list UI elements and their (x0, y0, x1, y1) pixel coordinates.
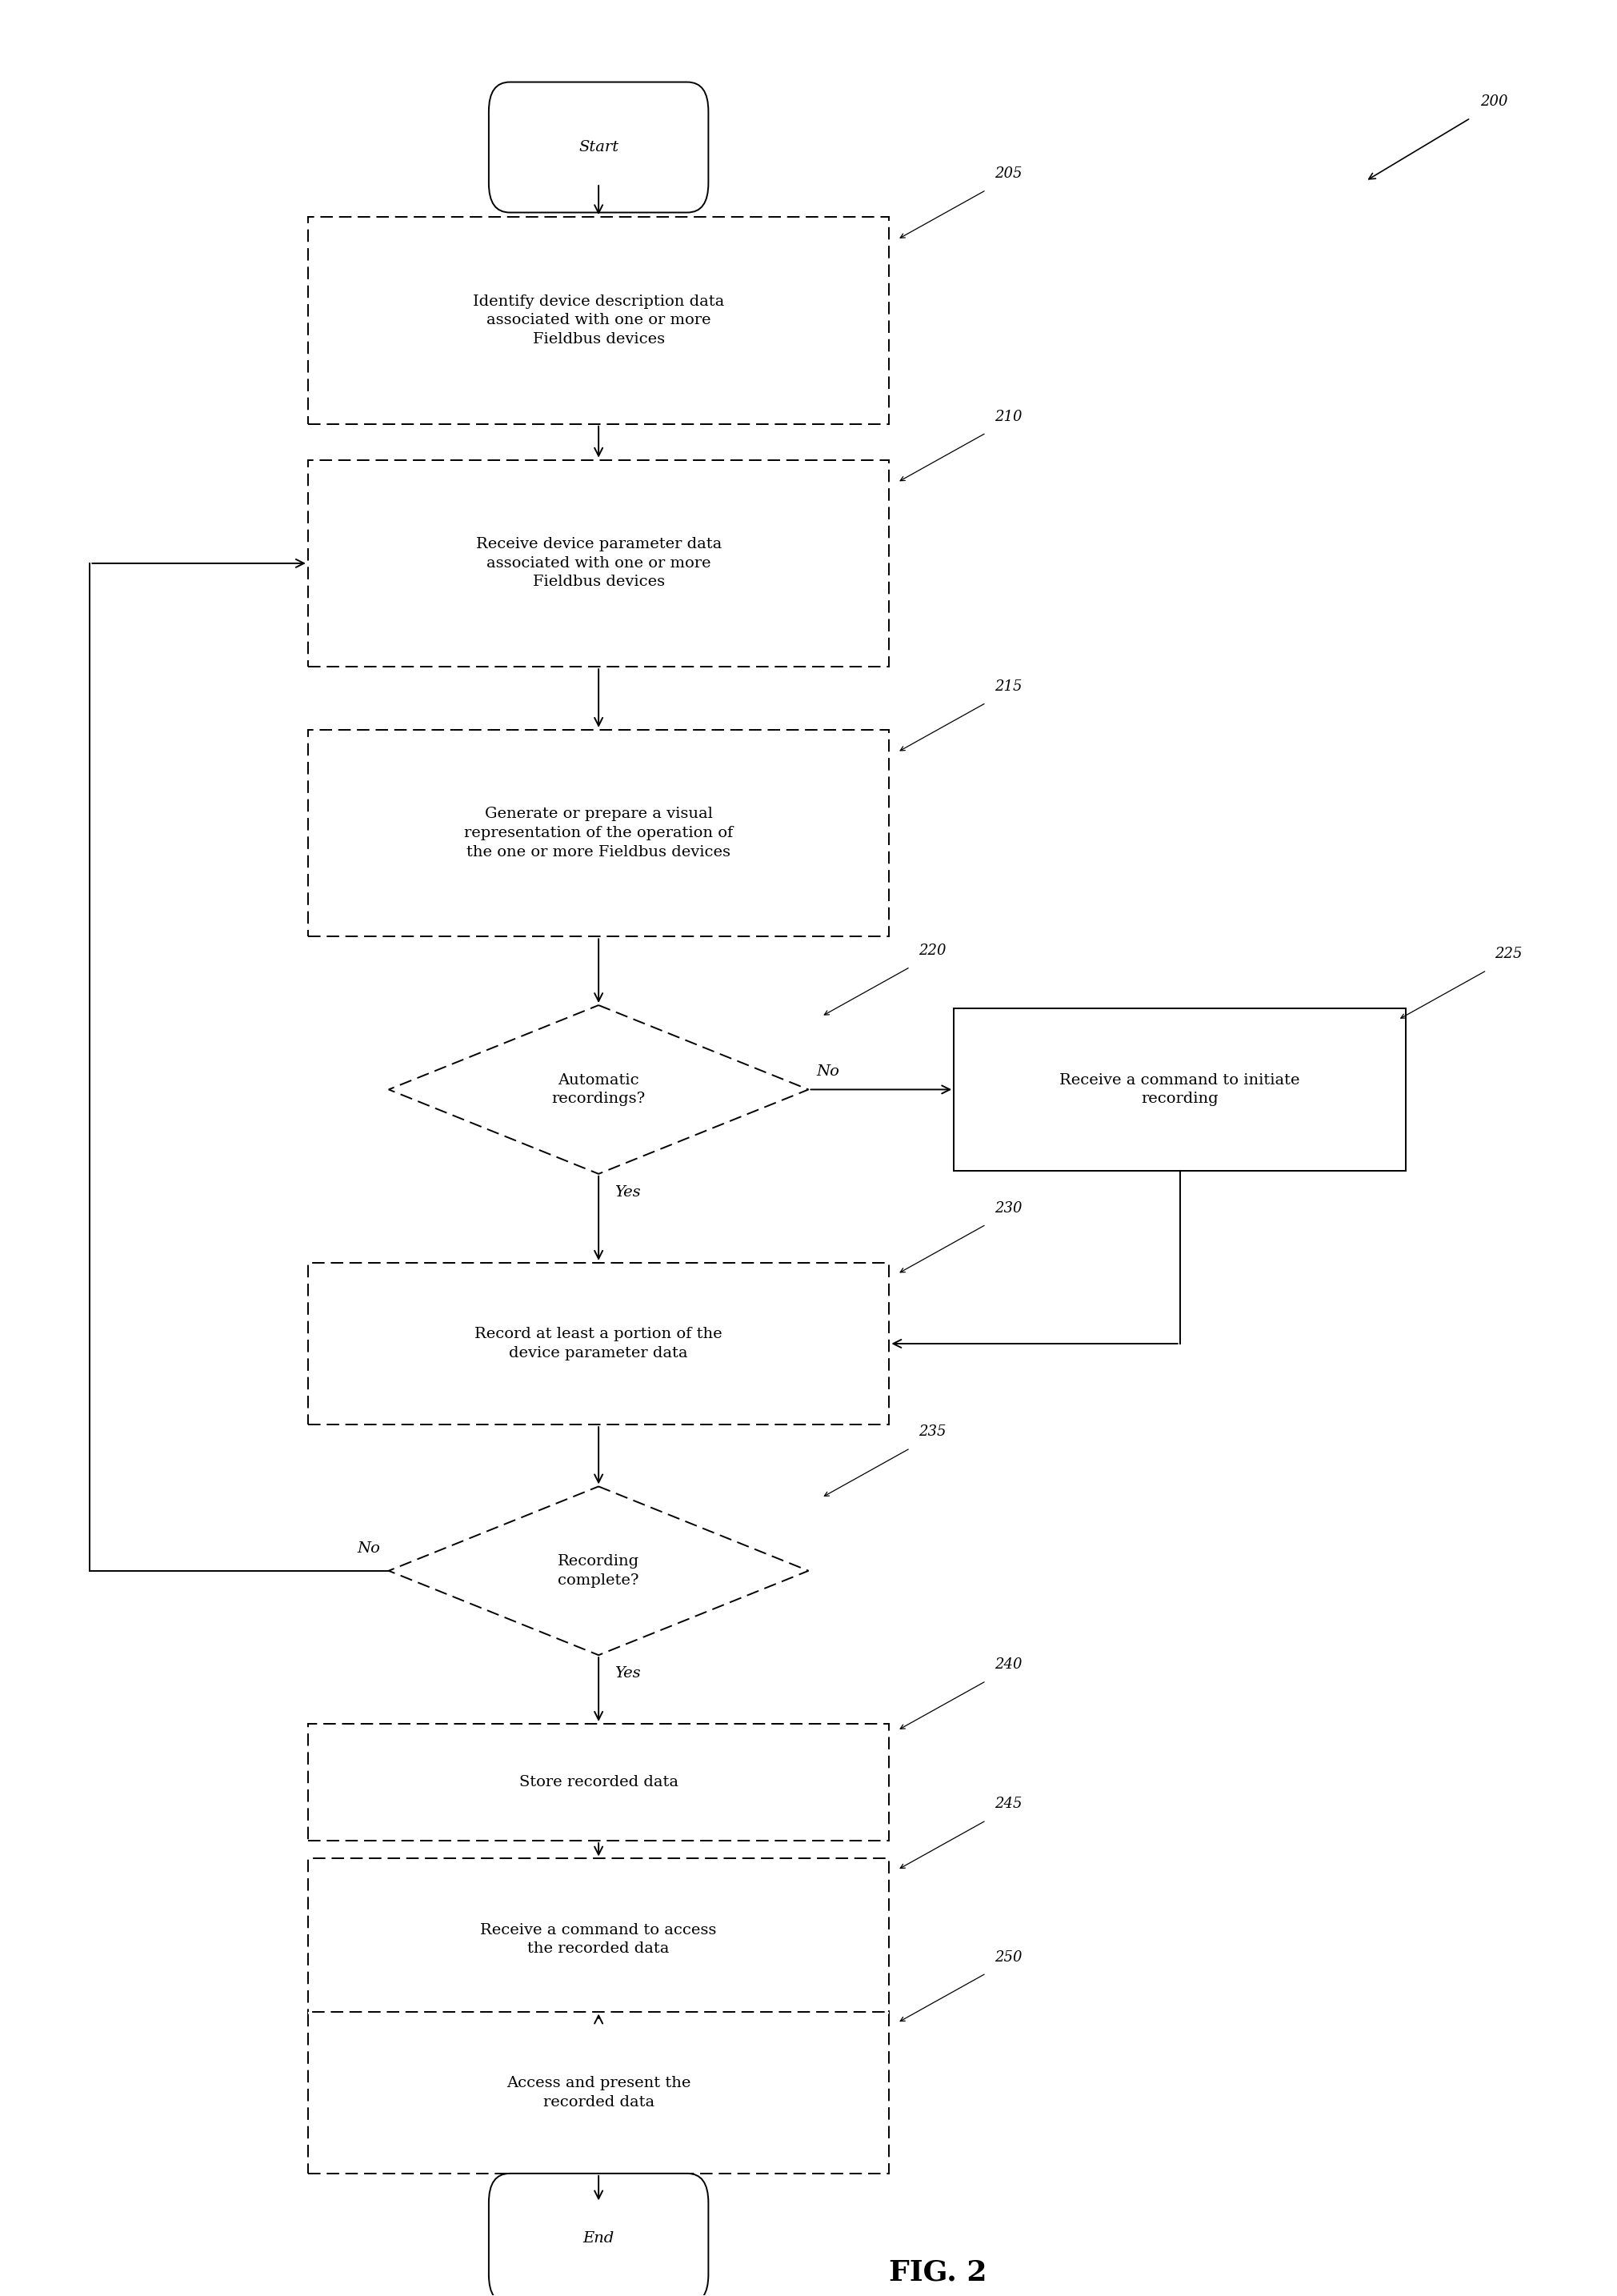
Text: Access and present the
recorded data: Access and present the recorded data (506, 2076, 690, 2110)
Text: End: End (582, 2232, 614, 2245)
Polygon shape (388, 1486, 808, 1655)
Text: 200: 200 (1480, 94, 1507, 108)
Text: Yes: Yes (614, 1185, 640, 1199)
Text: Receive a command to initiate
recording: Receive a command to initiate recording (1059, 1072, 1300, 1107)
Bar (307, 1263, 889, 1424)
Bar (307, 218, 889, 425)
Text: 205: 205 (994, 168, 1022, 181)
Text: Yes: Yes (614, 1667, 640, 1681)
FancyBboxPatch shape (488, 2174, 708, 2296)
Text: 235: 235 (918, 1426, 946, 1440)
FancyBboxPatch shape (488, 83, 708, 214)
Text: 250: 250 (994, 1949, 1022, 1965)
Text: Automatic
recordings?: Automatic recordings? (551, 1072, 645, 1107)
Text: Recording
complete?: Recording complete? (558, 1554, 639, 1587)
Text: 240: 240 (994, 1658, 1022, 1671)
Bar (954, 1008, 1405, 1171)
Text: FIG. 2: FIG. 2 (889, 2259, 986, 2287)
Text: Record at least a portion of the
device parameter data: Record at least a portion of the device … (475, 1327, 723, 1359)
Text: Receive a command to access
the recorded data: Receive a command to access the recorded… (480, 1924, 716, 1956)
Text: Receive device parameter data
associated with one or more
Fieldbus devices: Receive device parameter data associated… (475, 537, 721, 590)
Bar (307, 1860, 889, 2020)
Text: Start: Start (579, 140, 619, 154)
Text: Identify device description data
associated with one or more
Fieldbus devices: Identify device description data associa… (472, 294, 724, 347)
Bar (307, 459, 889, 666)
Text: 220: 220 (918, 944, 946, 957)
Bar (307, 730, 889, 937)
Text: Store recorded data: Store recorded data (519, 1775, 678, 1789)
Text: 210: 210 (994, 409, 1022, 425)
Text: 215: 215 (994, 680, 1022, 693)
Polygon shape (388, 1006, 808, 1173)
Bar (307, 1724, 889, 1841)
Text: 230: 230 (994, 1201, 1022, 1215)
Text: 225: 225 (1494, 946, 1522, 962)
Text: No: No (817, 1065, 839, 1079)
Text: 245: 245 (994, 1798, 1022, 1812)
Bar (307, 2011, 889, 2174)
Text: Generate or prepare a visual
representation of the operation of
the one or more : Generate or prepare a visual representat… (464, 808, 733, 859)
Text: No: No (357, 1541, 380, 1554)
